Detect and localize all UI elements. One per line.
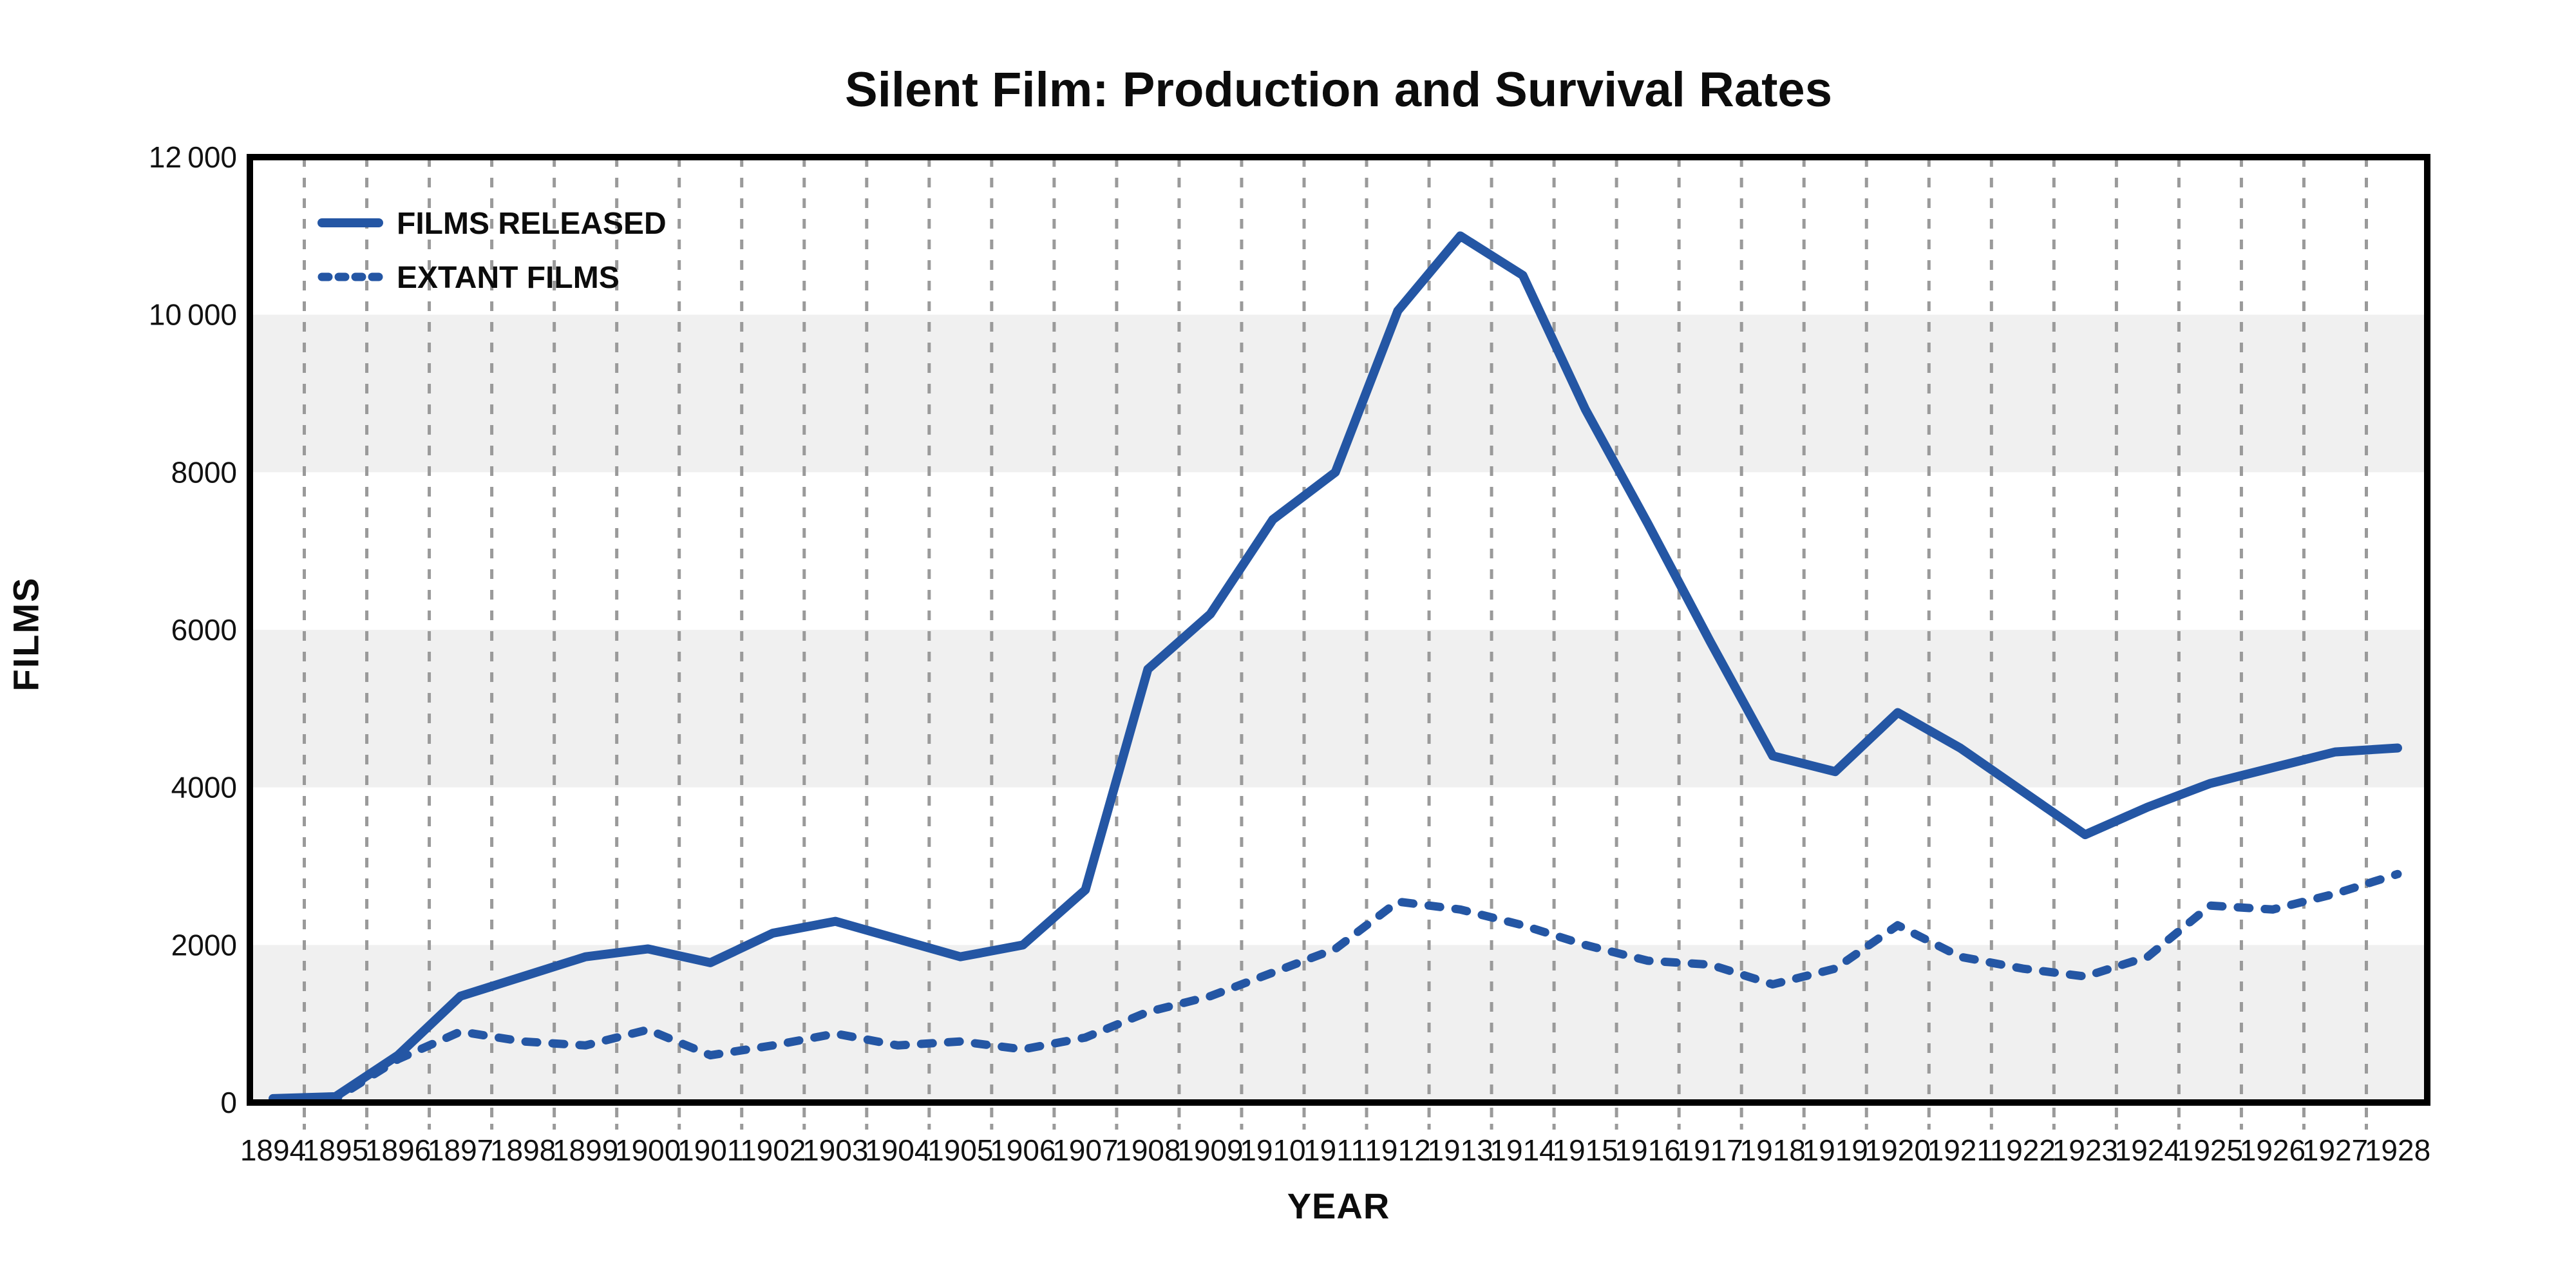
legend-label: FILMS RELEASED (397, 207, 667, 241)
band (250, 314, 2427, 473)
series (269, 231, 2402, 1105)
x-tick-label: 1928 (2365, 1133, 2430, 1167)
band (250, 945, 2427, 1103)
x-tick-label: 1896 (365, 1133, 431, 1167)
y-tick-label: 0 (220, 1086, 237, 1119)
x-tick-label: 1915 (1552, 1133, 1618, 1167)
series-films-released-line (269, 231, 2402, 1103)
x-tick-label: 1912 (1365, 1133, 1430, 1167)
x-tick-label: 1924 (2115, 1133, 2181, 1167)
series-extant-films-line (269, 869, 2402, 1105)
band (250, 630, 2427, 788)
chart-title: Silent Film: Production and Survival Rat… (845, 62, 1832, 117)
x-tick-label: 1925 (2177, 1133, 2243, 1167)
x-tick-label: 1922 (1990, 1133, 2056, 1167)
y-tick-label: 8000 (171, 455, 237, 489)
x-tick-labels: 1894189518961897189818991900190119021903… (240, 1133, 2430, 1167)
x-tick-label: 1911 (1303, 1133, 1367, 1167)
x-axis-title: YEAR (1287, 1186, 1390, 1226)
x-tick-label: 1913 (1427, 1133, 1493, 1167)
x-tick-label: 1897 (428, 1133, 493, 1167)
x-tick-label: 1921 (1927, 1133, 1993, 1167)
legend: FILMS RELEASED EXTANT FILMS (317, 207, 667, 295)
x-tick-label: 1901 (677, 1133, 743, 1167)
x-tick-label: 1917 (1678, 1133, 1743, 1167)
gridlines (303, 157, 2368, 1130)
y-tick-labels: 0 2000 4000 6000 8000 10 000 12 000 (149, 140, 237, 1119)
x-tick-label: 1894 (240, 1133, 306, 1167)
x-tick-label: 1907 (1052, 1133, 1118, 1167)
y-tick-label: 6000 (171, 613, 237, 647)
x-tick-label: 1916 (1615, 1133, 1680, 1167)
x-tick-label: 1927 (2302, 1133, 2368, 1167)
x-tick-label: 1910 (1240, 1133, 1305, 1167)
x-tick-label: 1920 (1865, 1133, 1931, 1167)
y-tick-label: 4000 (171, 771, 237, 804)
x-tick-label: 1923 (2052, 1133, 2118, 1167)
x-tick-label: 1908 (1115, 1133, 1180, 1167)
y-tick-label: 12 000 (149, 140, 237, 174)
x-tick-label: 1919 (1803, 1133, 1868, 1167)
x-tick-label: 1909 (1177, 1133, 1243, 1167)
x-tick-label: 1895 (303, 1133, 368, 1167)
bands (250, 314, 2427, 1103)
y-tick-label: 2000 (171, 928, 237, 961)
legend-label: EXTANT FILMS (397, 261, 620, 295)
x-tick-label: 1906 (990, 1133, 1056, 1167)
plot-frame (247, 154, 2430, 1106)
x-tick-label: 1900 (615, 1133, 681, 1167)
x-tick-label: 1903 (802, 1133, 868, 1167)
x-tick-label: 1898 (490, 1133, 556, 1167)
x-tick-label: 1918 (1740, 1133, 1806, 1167)
x-tick-label: 1905 (927, 1133, 993, 1167)
x-tick-label: 1899 (553, 1133, 618, 1167)
x-tick-label: 1904 (865, 1133, 931, 1167)
y-tick-label: 10 000 (149, 298, 237, 332)
x-tick-label: 1914 (1490, 1133, 1555, 1167)
x-tick-label: 1926 (2240, 1133, 2306, 1167)
x-tick-label: 1902 (740, 1133, 806, 1167)
